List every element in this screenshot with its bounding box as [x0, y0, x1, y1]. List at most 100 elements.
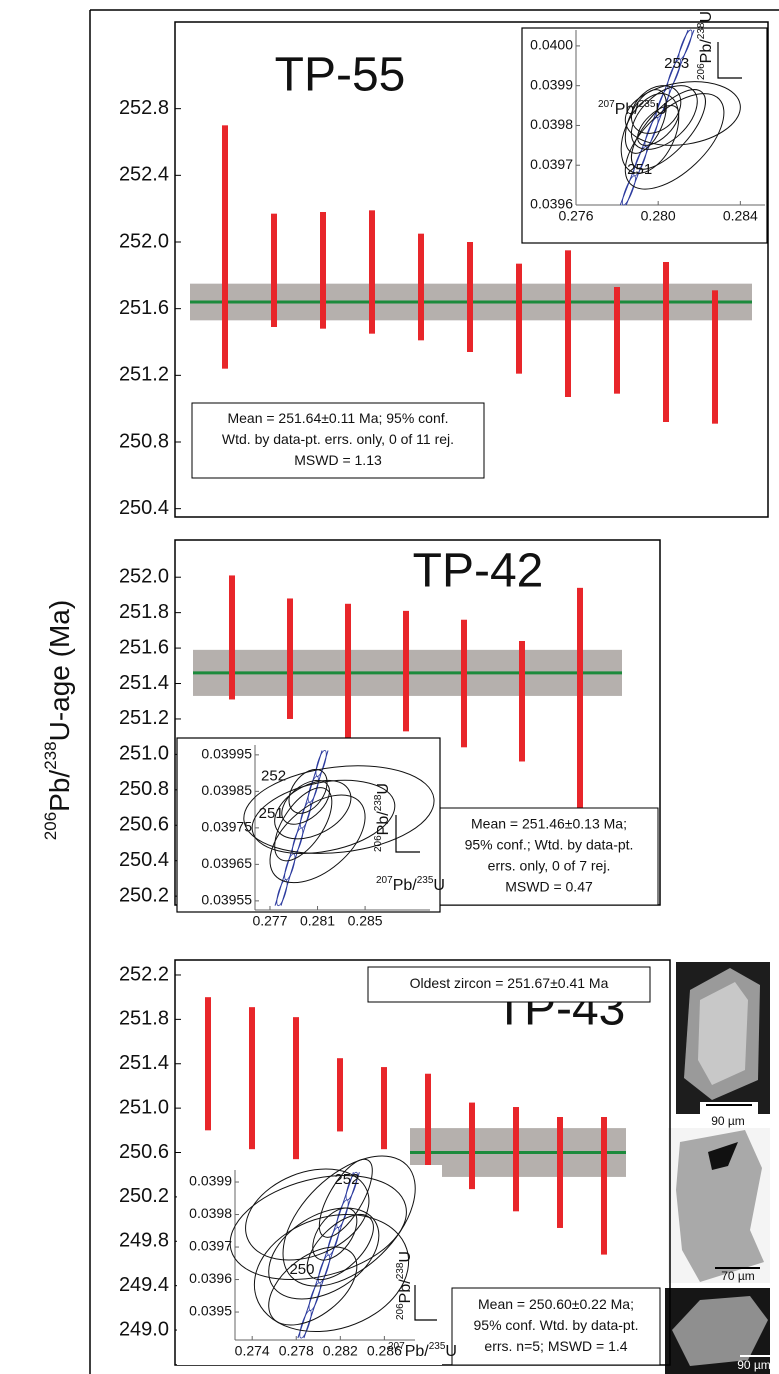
y-tick-label: 252.0 [119, 230, 169, 252]
inset-x-tick-label: 0.282 [323, 1343, 358, 1359]
zircon-zone [698, 982, 748, 1085]
isotope-element: U [655, 101, 667, 118]
error-bar [577, 587, 583, 829]
age-label: 253 [664, 55, 689, 72]
y-tick-label: 251.6 [119, 636, 169, 658]
inset-y-tick-label: 0.0397 [530, 156, 573, 172]
error-bar [369, 210, 375, 334]
concordia-envelope [315, 750, 327, 777]
inset-x-tick-label: 0.280 [641, 208, 676, 224]
isotope-mass: 207 [388, 1341, 405, 1352]
stats-text: Wtd. by data-pt. errs. only, 0 of 11 rej… [222, 431, 454, 447]
y-tick-label: 250.8 [119, 430, 169, 452]
y-tick-label: 249.8 [119, 1230, 169, 1252]
annotation-box [367, 966, 651, 1003]
isotope-element: U [397, 1251, 414, 1263]
stats-text: 95% conf.; Wtd. by data-pt. [465, 837, 634, 853]
inset-x-tick-label: 0.276 [558, 208, 593, 224]
error-bar [469, 1102, 475, 1190]
inset-y-tick-label: 0.0397 [189, 1238, 232, 1254]
inset-x-tick-label: 0.285 [348, 913, 383, 929]
stats-box [191, 402, 485, 479]
isotope-mass: 206 [373, 835, 384, 852]
isotope-element: U-age (Ma) [44, 600, 75, 742]
inset-chart: 0.03995 0.03985 0.03975 0.03965 0.039550.277… [176, 737, 445, 929]
isotope-element: Pb/ [375, 811, 392, 836]
concordia-curve [303, 1172, 360, 1339]
isotope-mass: 238 [395, 1262, 406, 1279]
inset-x-tick-label: 0.278 [279, 1343, 314, 1359]
error-bar [614, 287, 620, 394]
stats-box [439, 807, 659, 906]
stats-text: Mean = 250.60±0.22 Ma; [478, 1296, 634, 1312]
inset-x-tick-label: 0.284 [723, 208, 758, 224]
y-tick-label: 251.8 [119, 601, 169, 623]
isotope-mass: 235 [417, 875, 434, 886]
error-bar [601, 1117, 607, 1255]
isotope-mass: 206 [696, 63, 707, 80]
error-bar [565, 250, 571, 397]
inset-y-tick-label: 0.0396 [530, 196, 573, 212]
error-ellipse [624, 89, 667, 154]
error-bar [425, 1073, 431, 1170]
concordia-curve [274, 750, 323, 906]
panel-frame [174, 21, 769, 518]
error-ellipse [243, 765, 435, 854]
panel-title: TP-42 [413, 545, 544, 598]
error-bar [320, 212, 326, 329]
stats-text: Mean = 251.64±0.11 Ma; 95% conf. [227, 410, 448, 426]
y-tick-label: 251.0 [119, 743, 169, 765]
error-ellipse [288, 768, 328, 814]
y-tick-label: 251.2 [119, 707, 169, 729]
inset-y-tick-label: 0.03995 [201, 746, 252, 762]
error-ellipse [268, 1207, 380, 1300]
stats-text: errs. only, 0 of 7 rej. [488, 858, 611, 874]
error-bar [557, 1117, 563, 1228]
error-ellipse [637, 105, 680, 146]
isotope-mass: 206 [41, 812, 60, 840]
stats-text: MSWD = 1.13 [294, 452, 382, 468]
error-bar [222, 125, 228, 369]
error-bar [418, 233, 424, 341]
stats-box [451, 1287, 661, 1366]
error-ellipse [630, 89, 706, 170]
y-tick-label: 251.6 [119, 297, 169, 319]
inset-x-label: 207Pb/235U [598, 99, 667, 119]
y-tick-label: 252.2 [119, 963, 169, 985]
inset-y-label: 206Pb/238U [696, 11, 716, 80]
concordia-envelope [345, 1171, 358, 1201]
y-tick-label: 252.8 [119, 97, 169, 119]
isotope-mass: 238 [373, 794, 384, 811]
isotope-element: Pb/ [44, 770, 75, 812]
error-ellipse [630, 85, 682, 134]
error-ellipse [282, 1155, 416, 1287]
age-label: 250 [289, 1261, 314, 1278]
inset-y-tick-label: 0.0398 [189, 1205, 232, 1221]
age-label: 251 [627, 161, 652, 178]
y-tick-label: 252.0 [119, 565, 169, 587]
inset-y-label: 206Pb/238U [395, 1251, 415, 1320]
concordia-envelope [678, 29, 693, 60]
inset-y-tick-label: 0.0399 [530, 76, 573, 92]
isotope-mass: 207 [598, 99, 615, 110]
zircon-crystal [672, 1296, 768, 1366]
inset-y-tick-label: 0.03965 [201, 855, 252, 871]
y-tick-label: 250.8 [119, 778, 169, 800]
isotope-element: Pb/ [698, 39, 715, 64]
error-bar [287, 598, 293, 719]
isotope-mass: 238 [696, 22, 707, 39]
zircon-inclusion [708, 1142, 738, 1170]
y-tick-label: 251.8 [119, 1008, 169, 1030]
inset-y-tick-label: 0.03985 [201, 782, 252, 798]
error-bar [205, 997, 211, 1131]
inset-x-tick-label: 0.274 [235, 1343, 270, 1359]
error-bar [513, 1107, 519, 1212]
inset-x-tick-label: 0.277 [252, 913, 287, 929]
error-ellipse [269, 794, 366, 884]
concordia-curve [625, 29, 695, 206]
concordia-curve [280, 750, 329, 906]
y-tick-label: 252.4 [119, 164, 169, 186]
inset-y-label: 206Pb/238U [373, 783, 393, 852]
isotope-element: U [698, 11, 715, 23]
